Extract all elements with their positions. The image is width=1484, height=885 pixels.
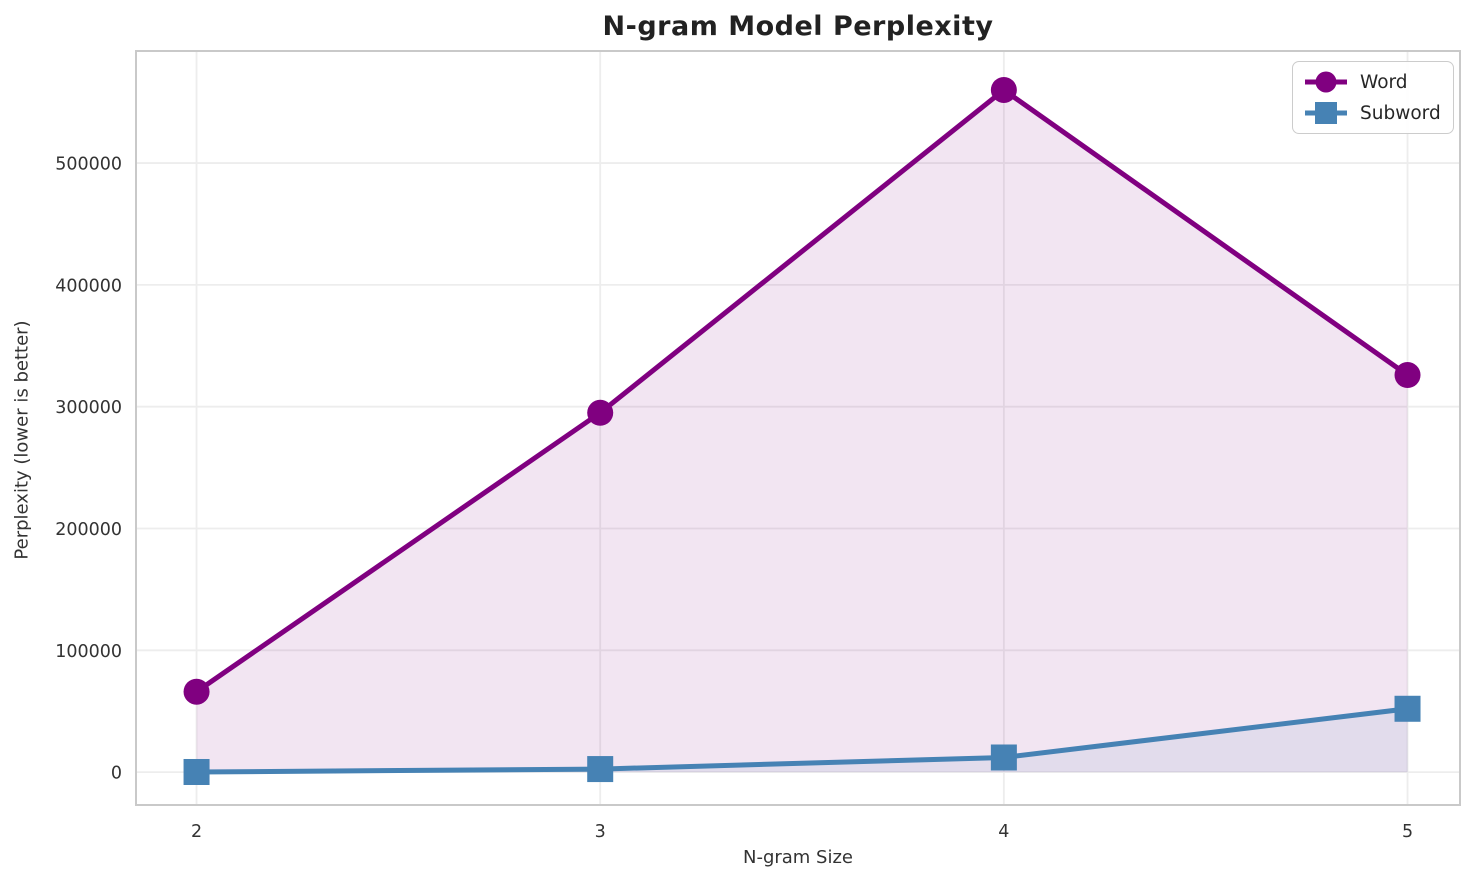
y-axis-label: Perplexity (lower is better) [11, 320, 33, 560]
x-tick-label: 2 [191, 822, 202, 842]
marker-word [183, 678, 210, 705]
y-tick-label: 300000 [55, 398, 122, 418]
legend-item-subword: Subword [1302, 99, 1441, 127]
fill-area-word [196, 89, 1408, 773]
y-tick-label: 100000 [55, 642, 122, 662]
marker-word [587, 399, 614, 426]
marker-subword [990, 744, 1017, 771]
fill-area-subword [196, 708, 1408, 773]
x-tick-label: 5 [1402, 822, 1413, 842]
marker-subword [1394, 695, 1421, 722]
marker-word [990, 76, 1017, 103]
marker-subword [183, 758, 210, 785]
x-tick-label: 3 [595, 822, 606, 842]
legend: Word Subword [1292, 61, 1454, 134]
line-word [194, 86, 1411, 695]
legend-item-word: Word [1302, 68, 1441, 96]
subword-line-marker-icon [1305, 102, 1347, 124]
word-line-marker-icon [1305, 71, 1347, 93]
y-tick-label: 400000 [55, 276, 122, 296]
legend-label-word: Word [1360, 71, 1408, 93]
chart-title: N-gram Model Perplexity [602, 11, 994, 42]
axes-frame [135, 50, 1461, 806]
legend-label-subword: Subword [1360, 102, 1441, 124]
x-tick-label: 4 [998, 822, 1009, 842]
y-tick-label: 200000 [55, 520, 122, 540]
line-subword [194, 706, 1411, 775]
y-tick-label: 0 [111, 764, 122, 784]
y-tick-label: 500000 [55, 155, 122, 175]
marker-subword [587, 756, 614, 783]
x-axis-label: N-gram Size [742, 847, 854, 868]
marker-word [1394, 362, 1421, 389]
